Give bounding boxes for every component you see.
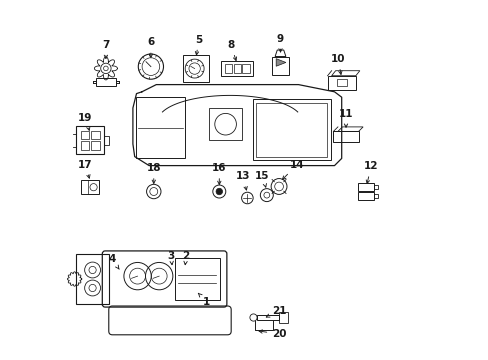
Polygon shape [276, 59, 285, 66]
Text: 10: 10 [330, 54, 345, 75]
Text: 8: 8 [227, 40, 236, 60]
Text: 2: 2 [182, 251, 189, 265]
Text: 20: 20 [259, 329, 286, 339]
Text: 15: 15 [255, 171, 269, 187]
Text: 19: 19 [78, 113, 92, 130]
Text: 18: 18 [146, 163, 161, 183]
Text: 9: 9 [276, 33, 284, 52]
Text: 17: 17 [78, 159, 93, 178]
Text: 16: 16 [212, 163, 226, 184]
Circle shape [216, 188, 222, 195]
Text: 6: 6 [147, 37, 154, 57]
Text: 13: 13 [235, 171, 250, 190]
Text: 5: 5 [195, 35, 202, 55]
Text: 1: 1 [198, 293, 210, 307]
Text: 21: 21 [266, 306, 286, 317]
Text: 12: 12 [363, 161, 378, 184]
Text: 7: 7 [102, 40, 109, 58]
Text: 11: 11 [338, 109, 352, 127]
Text: 4: 4 [108, 254, 119, 269]
Text: 3: 3 [167, 251, 174, 265]
Text: 14: 14 [282, 159, 304, 180]
